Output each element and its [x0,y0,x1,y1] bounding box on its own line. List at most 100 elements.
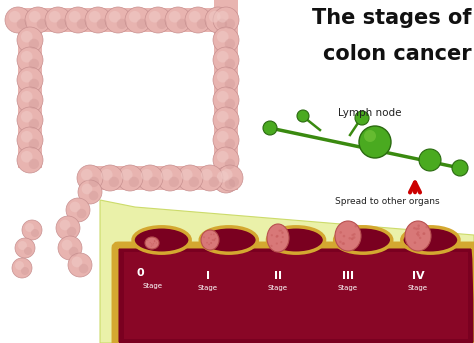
Circle shape [414,238,416,241]
Circle shape [29,79,39,89]
Circle shape [150,242,151,243]
Circle shape [273,240,275,243]
Circle shape [60,220,71,230]
Circle shape [17,47,43,73]
Circle shape [201,169,213,181]
Bar [118,248,474,343]
Circle shape [165,7,191,33]
Circle shape [29,99,39,109]
Ellipse shape [335,227,392,253]
Circle shape [157,19,167,29]
Circle shape [72,257,82,268]
Circle shape [97,165,123,191]
Circle shape [274,229,277,231]
Circle shape [149,11,161,23]
Circle shape [57,19,67,29]
Circle shape [129,177,139,187]
Circle shape [213,147,239,173]
Circle shape [274,232,277,234]
Text: IV: IV [412,271,424,281]
Circle shape [225,179,235,189]
Circle shape [185,7,211,33]
Circle shape [353,233,356,235]
Circle shape [423,238,425,240]
Circle shape [49,11,61,23]
Circle shape [213,87,239,113]
Circle shape [225,19,235,29]
Circle shape [70,202,81,212]
Ellipse shape [145,237,159,249]
Circle shape [21,71,33,83]
Circle shape [410,239,413,241]
Circle shape [283,235,285,237]
Circle shape [89,177,99,187]
Circle shape [89,11,100,23]
Circle shape [355,111,369,125]
Circle shape [208,241,210,243]
Circle shape [9,11,20,23]
Circle shape [169,177,179,187]
Circle shape [415,227,418,230]
Circle shape [157,165,183,191]
Circle shape [105,7,131,33]
Circle shape [225,79,235,89]
Text: I: I [206,271,210,281]
Circle shape [213,127,239,153]
Circle shape [213,107,239,133]
Circle shape [169,11,181,23]
Circle shape [125,7,151,33]
Circle shape [154,240,155,242]
Circle shape [66,198,90,222]
Circle shape [213,7,239,33]
Circle shape [45,7,71,33]
Circle shape [228,177,239,187]
Circle shape [29,159,39,169]
Ellipse shape [267,224,289,252]
Circle shape [213,167,239,193]
Circle shape [21,131,33,143]
Circle shape [89,191,99,200]
Text: II: II [274,271,282,281]
Circle shape [205,237,207,239]
Circle shape [419,149,441,171]
Circle shape [213,236,215,237]
Circle shape [109,11,120,23]
Circle shape [213,47,239,73]
Circle shape [217,165,243,191]
Circle shape [209,11,220,23]
Circle shape [152,244,154,245]
Circle shape [356,238,358,240]
FancyBboxPatch shape [18,30,42,168]
Polygon shape [100,200,474,343]
Text: Stage: Stage [143,283,163,289]
Circle shape [25,7,51,33]
Circle shape [338,229,341,232]
Circle shape [364,130,376,142]
Circle shape [31,229,39,237]
Circle shape [217,11,228,23]
Circle shape [348,235,350,238]
Circle shape [217,131,228,143]
Circle shape [146,240,148,241]
Circle shape [359,126,391,158]
Circle shape [277,229,279,232]
Circle shape [423,230,425,233]
Text: Stage: Stage [198,285,218,291]
Circle shape [225,59,235,69]
Circle shape [279,227,281,229]
Circle shape [343,236,345,239]
Circle shape [349,240,351,243]
Circle shape [206,235,208,236]
Text: Spread to other organs: Spread to other organs [336,197,440,206]
Circle shape [203,233,205,234]
Circle shape [5,7,31,33]
Circle shape [17,67,43,93]
Circle shape [137,19,147,29]
Circle shape [21,91,33,103]
Circle shape [25,223,34,232]
Bar [124,252,468,339]
Circle shape [121,169,133,181]
Circle shape [409,239,411,242]
Circle shape [82,184,92,194]
Circle shape [97,19,107,29]
